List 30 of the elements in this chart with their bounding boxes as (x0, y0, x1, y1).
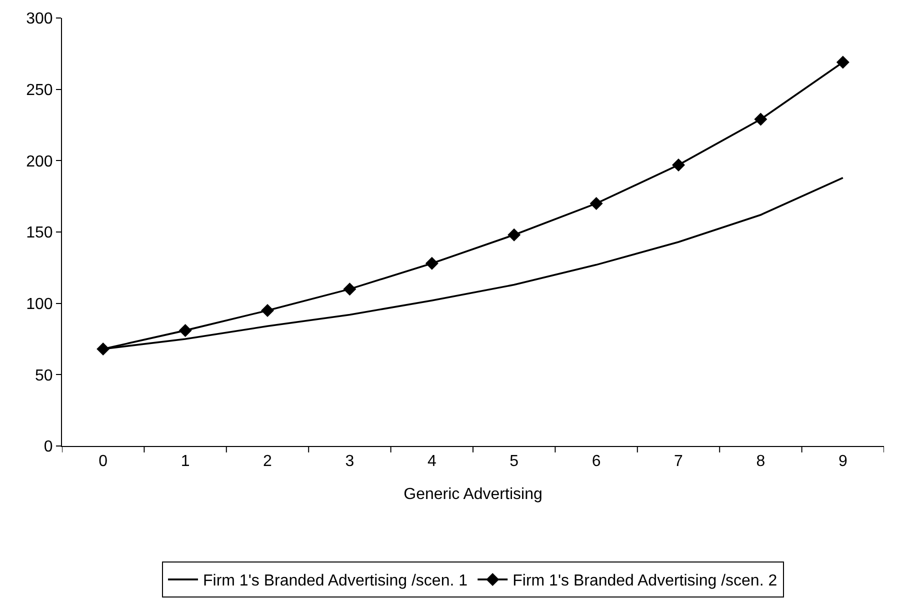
point (672, 158, 685, 172)
x-tick-label: 6 (592, 453, 601, 470)
y-tick-label: 200 (26, 153, 53, 170)
point (261, 304, 274, 317)
y-tick-label: 150 (26, 224, 53, 242)
point (754, 112, 768, 126)
x-tick-label: 7 (674, 453, 684, 470)
point (178, 324, 192, 337)
x-tick-label: 1 (180, 453, 190, 470)
point (836, 56, 850, 69)
x-tick-label: 3 (345, 453, 354, 470)
x-tick-label: 5 (510, 453, 519, 470)
y-tick-label: 100 (26, 296, 53, 313)
x-axis-title: Generic Advertising (404, 486, 542, 503)
x-tick-label: 2 (263, 453, 272, 470)
point (590, 196, 603, 210)
y-tick-label: 0 (44, 438, 53, 456)
point (425, 256, 438, 270)
y-tick-label: 50 (35, 367, 53, 384)
legend-label: Firm 1's Branded Advertising /scen. 2 (512, 572, 778, 590)
x-tick-label: 0 (98, 453, 108, 470)
x-tick-label: 8 (756, 453, 766, 470)
legend-label: Firm 1's Branded Advertising /scen. 1 (203, 572, 468, 590)
x-tick-label: 4 (427, 453, 436, 470)
x-tick-label: 9 (838, 453, 848, 470)
point (508, 228, 521, 242)
point (343, 282, 356, 296)
y-tick-label: 250 (26, 82, 53, 99)
point (96, 342, 110, 356)
y-tick-label: 300 (26, 10, 53, 28)
